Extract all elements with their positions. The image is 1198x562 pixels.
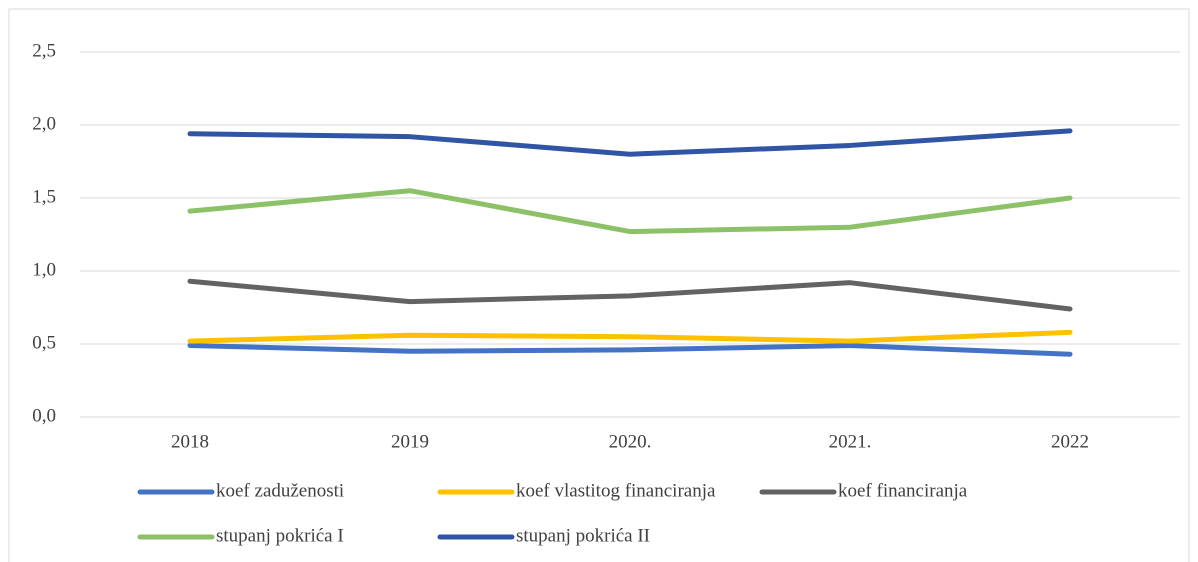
legend-label: koef financiranja bbox=[838, 480, 968, 501]
y-tick-label: 1,5 bbox=[32, 186, 56, 207]
x-tick-label: 2018 bbox=[171, 431, 209, 452]
legend-label: koef zaduženosti bbox=[216, 480, 344, 501]
x-tick-label: 2019 bbox=[391, 431, 429, 452]
series-line bbox=[187, 128, 1073, 157]
x-tick-label: 2020. bbox=[609, 431, 652, 452]
legend-label: koef vlastitog financiranja bbox=[516, 480, 716, 501]
x-tick-label: 2022 bbox=[1051, 431, 1089, 452]
chart-frame bbox=[8, 8, 1190, 562]
series-line bbox=[187, 342, 1073, 357]
x-tick-label: 2021. bbox=[829, 431, 872, 452]
series-line bbox=[187, 188, 1073, 235]
legend-label: stupanj pokrića I bbox=[216, 525, 344, 546]
series-line bbox=[187, 329, 1073, 344]
y-tick-label: 0,0 bbox=[32, 405, 56, 426]
y-tick-label: 0,5 bbox=[32, 332, 56, 353]
y-tick-label: 1,0 bbox=[32, 259, 56, 280]
series-line bbox=[187, 278, 1073, 312]
y-tick-label: 2,5 bbox=[32, 40, 56, 61]
legend-label: stupanj pokrića II bbox=[516, 525, 650, 546]
y-tick-label: 2,0 bbox=[32, 113, 56, 134]
